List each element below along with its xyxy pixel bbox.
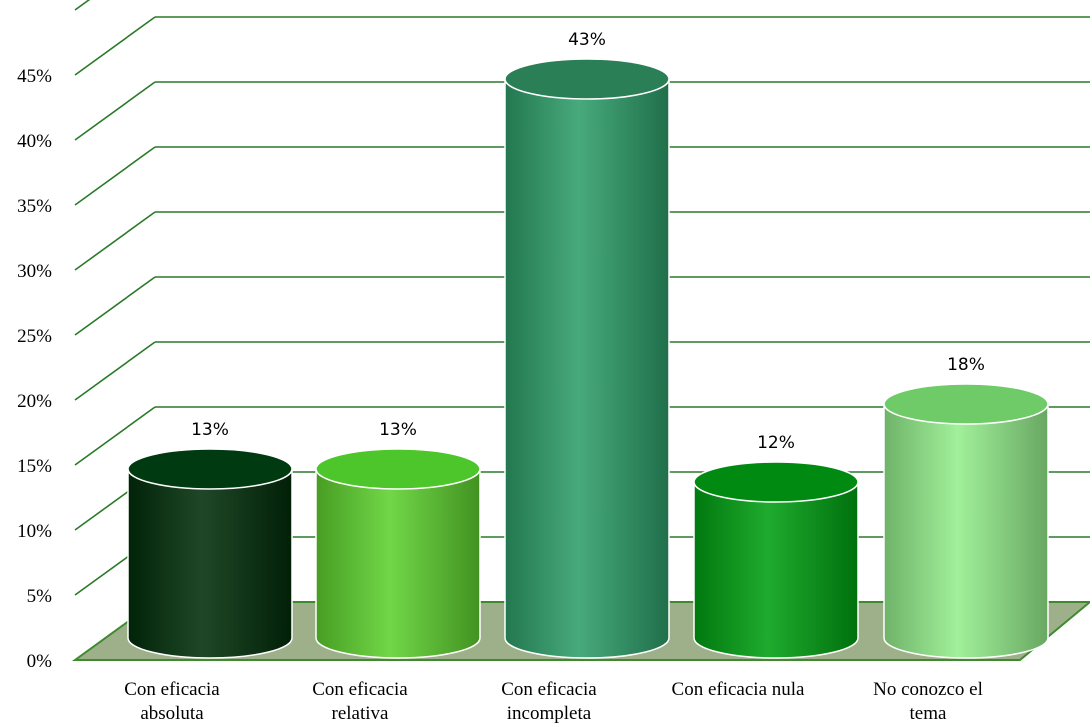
y-tick-label: 20%: [17, 391, 52, 412]
category-labels: Con eficacia absoluta Con eficacia relativa…: [124, 679, 983, 724]
bar-cylinder-top: [315, 448, 481, 490]
gridline-diagonal: [74, 146, 156, 206]
gridline-diagonal: [74, 0, 91, 11]
data-labels: 13% 13% 43% 12% 18%: [179, 27, 997, 454]
bar-cylinder-top: [504, 58, 670, 100]
y-tick-label: 25%: [17, 326, 52, 347]
category-label: incompleta: [507, 703, 592, 724]
bar-cylinder-body: [504, 78, 670, 659]
bar-cylinder-body: [315, 468, 481, 659]
gridline-diagonal: [74, 211, 156, 271]
category-label: relativa: [332, 703, 390, 724]
y-tick-label: 15%: [17, 456, 52, 477]
data-label: 13%: [379, 420, 417, 440]
y-tick-label: 5%: [27, 586, 53, 607]
y-tick-label: 30%: [17, 261, 52, 282]
data-label-background: [556, 27, 618, 51]
category-label: tema: [910, 703, 947, 724]
category-label: Con eficacia nula: [672, 679, 806, 700]
bar-cylinder-top: [883, 383, 1049, 425]
data-label-background: [745, 430, 807, 454]
bar-cylinder-top: [693, 461, 859, 503]
data-label: 43%: [568, 30, 606, 50]
gridline-diagonal: [74, 16, 156, 76]
y-tick-label: 40%: [17, 131, 52, 152]
bar-cylinder-body: [883, 403, 1049, 659]
data-label-background: [367, 417, 429, 441]
gridline-diagonal: [74, 276, 156, 336]
y-tick-label: 45%: [17, 66, 52, 87]
category-label: No conozco el: [873, 679, 983, 700]
category-label: Con eficacia: [124, 679, 220, 700]
data-label-background: [179, 417, 241, 441]
data-label: 13%: [191, 420, 229, 440]
bars: [127, 58, 1049, 659]
y-tick-label: 0%: [27, 651, 53, 672]
bar-cylinder-body: [693, 481, 859, 659]
y-tick-label: 35%: [17, 196, 52, 217]
bar-cylinder-body: [127, 468, 293, 659]
y-axis-ticks: 0% 5% 10% 15% 20% 25% 30% 35% 40% 45%: [17, 66, 52, 672]
gridline-diagonal: [74, 81, 156, 141]
data-label-background: [935, 352, 997, 376]
data-label: 12%: [757, 433, 795, 453]
gridline-diagonal: [74, 341, 156, 401]
y-tick-label: 10%: [17, 521, 52, 542]
category-label: Con eficacia: [501, 679, 597, 700]
gridline-diagonal: [74, 406, 156, 466]
data-label: 18%: [947, 355, 985, 375]
bar-cylinder-top: [127, 448, 293, 490]
category-label: absoluta: [140, 703, 204, 724]
category-label: Con eficacia: [312, 679, 408, 700]
